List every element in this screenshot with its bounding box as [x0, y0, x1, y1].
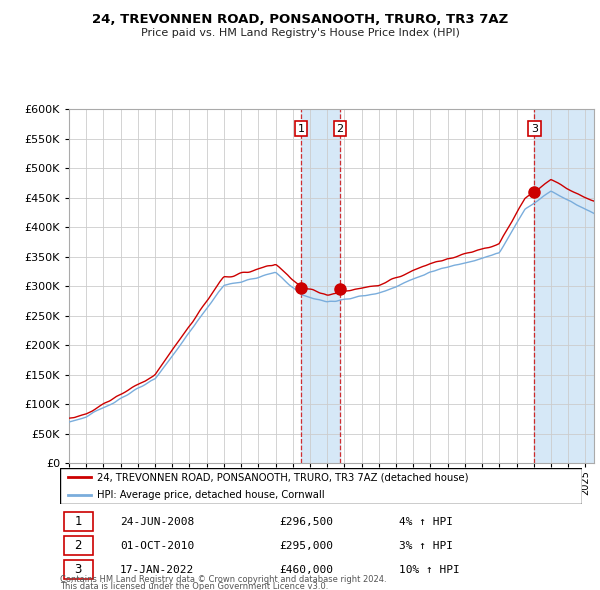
Bar [535, 109, 594, 463]
Bar [64, 560, 93, 579]
Text: £460,000: £460,000 [279, 565, 333, 575]
Text: Price paid vs. HM Land Registry's House Price Index (HPI): Price paid vs. HM Land Registry's House … [140, 28, 460, 38]
Text: HPI: Average price, detached house, Cornwall: HPI: Average price, detached house, Corn… [97, 490, 324, 500]
Text: 2: 2 [337, 124, 344, 133]
Text: 24, TREVONNEN ROAD, PONSANOOTH, TRURO, TR3 7AZ (detached house): 24, TREVONNEN ROAD, PONSANOOTH, TRURO, T… [97, 472, 468, 482]
Text: 4% ↑ HPI: 4% ↑ HPI [400, 517, 454, 527]
Text: 1: 1 [298, 124, 304, 133]
Bar [64, 512, 93, 531]
Text: 17-JAN-2022: 17-JAN-2022 [120, 565, 194, 575]
Text: 24, TREVONNEN ROAD, PONSANOOTH, TRURO, TR3 7AZ: 24, TREVONNEN ROAD, PONSANOOTH, TRURO, T… [92, 13, 508, 26]
Text: 10% ↑ HPI: 10% ↑ HPI [400, 565, 460, 575]
Text: 3: 3 [531, 124, 538, 133]
Text: £296,500: £296,500 [279, 517, 333, 527]
Bar [64, 536, 93, 555]
Text: Contains HM Land Registry data © Crown copyright and database right 2024.: Contains HM Land Registry data © Crown c… [60, 575, 386, 584]
Text: 1: 1 [74, 515, 82, 528]
Text: 3% ↑ HPI: 3% ↑ HPI [400, 540, 454, 550]
Text: £295,000: £295,000 [279, 540, 333, 550]
Bar [301, 109, 340, 463]
Text: 24-JUN-2008: 24-JUN-2008 [120, 517, 194, 527]
Text: This data is licensed under the Open Government Licence v3.0.: This data is licensed under the Open Gov… [60, 582, 328, 590]
Text: 2: 2 [74, 539, 82, 552]
Text: 01-OCT-2010: 01-OCT-2010 [120, 540, 194, 550]
Text: 3: 3 [74, 563, 82, 576]
